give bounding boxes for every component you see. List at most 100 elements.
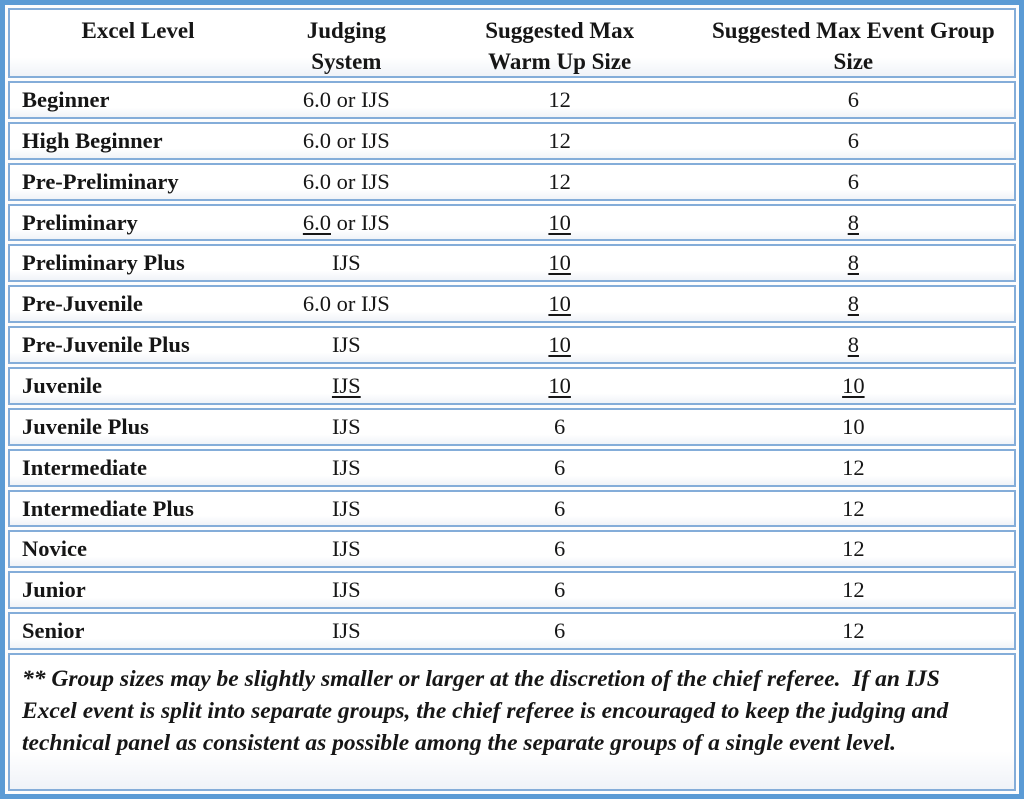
table-row: Juvenile Plus IJS 6 10: [8, 407, 1016, 446]
warm-up-size-text: 12: [548, 127, 571, 153]
table-row: Intermediate IJS 6 12: [8, 448, 1016, 487]
row-event-group-size-value: 6: [693, 169, 1014, 195]
row-judging-system-value: IJS: [266, 618, 427, 644]
table-row: Intermediate Plus IJS 6 12: [8, 489, 1016, 528]
table-row: Preliminary Plus IJS 10 8: [8, 244, 1016, 283]
warm-up-size-text: 10: [548, 332, 571, 358]
row-warm-up-size-value: 6: [427, 414, 693, 440]
table-header-row: Excel Level Judging System Suggested Max…: [8, 8, 1016, 78]
row-event-group-size-value: 8: [693, 332, 1014, 358]
warm-up-size-text: 10: [548, 250, 571, 276]
warm-up-size-text: 10: [548, 291, 571, 317]
column-header-event-group-size: Suggested Max Event Group Size: [712, 18, 995, 74]
judging-system-text: IJS: [331, 332, 361, 358]
row-level-label: Intermediate Plus: [22, 495, 194, 521]
row-warm-up-size-value: 12: [427, 169, 693, 195]
row-judging-system-value: IJS: [266, 536, 427, 562]
column-header-excel-level: Excel Level: [81, 18, 195, 43]
table-row: Novice IJS 6 12: [8, 530, 1016, 569]
row-level-label: Juvenile Plus: [22, 413, 149, 439]
footnote: ** Group sizes may be slightly smaller o…: [8, 653, 1016, 792]
row-judging-system-value: 6.0 or IJS: [266, 169, 427, 195]
event-group-size-text: 12: [842, 577, 865, 603]
row-warm-up-size-value: 10: [427, 250, 693, 276]
event-group-size-text: 8: [847, 209, 859, 235]
row-warm-up-size-value: 10: [427, 291, 693, 317]
row-event-group-size-value: 6: [693, 87, 1014, 113]
row-judging-system-value: IJS: [266, 414, 427, 440]
judging-system-text: IJS: [331, 413, 361, 439]
table-row: Junior IJS 6 12: [8, 571, 1016, 610]
judging-system-text: IJS: [331, 250, 361, 276]
judging-system-text: IJS: [331, 618, 361, 644]
row-event-group-size-value: 10: [693, 373, 1014, 399]
table-row: Pre-Preliminary 6.0 or IJS 12 6: [8, 162, 1016, 201]
row-warm-up-size-value: 6: [427, 536, 693, 562]
row-judging-system-value: IJS: [266, 455, 427, 481]
row-warm-up-size-value: 6: [427, 618, 693, 644]
event-group-size-text: 12: [842, 618, 865, 644]
row-judging-system-value: IJS: [266, 332, 427, 358]
table-row: Pre-Juvenile 6.0 or IJS 10 8: [8, 285, 1016, 324]
row-event-group-size-value: 8: [693, 291, 1014, 317]
row-warm-up-size-value: 6: [427, 577, 693, 603]
row-level-label: Juvenile: [22, 372, 103, 398]
warm-up-size-text: 6: [554, 495, 566, 521]
row-judging-system-value: IJS: [266, 373, 427, 399]
judging-system-text: 6.0: [302, 209, 331, 235]
event-group-size-text: 6: [847, 168, 859, 194]
event-group-size-text: 6: [847, 127, 859, 153]
judging-system-text: IJS: [331, 536, 361, 562]
row-event-group-size-value: 12: [693, 496, 1014, 522]
event-group-size-text: 10: [842, 372, 865, 398]
row-event-group-size-value: 8: [693, 210, 1014, 236]
event-group-size-text: 12: [842, 495, 865, 521]
judging-system-text: IJS: [331, 372, 361, 398]
warm-up-size-text: 6: [554, 454, 566, 480]
row-event-group-size-value: 12: [693, 618, 1014, 644]
judging-system-text: 6.0 or IJS: [302, 86, 390, 112]
row-judging-system-value: 6.0 or IJS: [266, 87, 427, 113]
judging-system-text: 6.0 or IJS: [302, 168, 390, 194]
event-group-size-text: 8: [847, 332, 859, 358]
judging-system-text: IJS: [331, 454, 361, 480]
judging-system-text: 6.0 or IJS: [302, 291, 390, 317]
table-row: Juvenile IJS 10 10: [8, 367, 1016, 405]
event-group-size-text: 10: [842, 413, 865, 439]
warm-up-size-text: 6: [554, 577, 566, 603]
row-judging-system-value: IJS: [266, 577, 427, 603]
row-judging-system-value: IJS: [266, 250, 427, 276]
row-warm-up-size-value: 10: [427, 373, 693, 399]
row-warm-up-size-value: 6: [427, 455, 693, 481]
judging-system-text: IJS: [331, 577, 361, 603]
row-warm-up-size-value: 12: [427, 87, 693, 113]
warm-up-size-text: 6: [554, 536, 566, 562]
table-row: Senior IJS 6 12: [8, 612, 1016, 651]
row-level-label: Intermediate: [22, 454, 147, 480]
row-warm-up-size-value: 10: [427, 332, 693, 358]
judging-system-text: IJS: [331, 495, 361, 521]
row-level-label: Novice: [22, 536, 87, 562]
row-level-label: Senior: [22, 618, 85, 644]
warm-up-size-text: 10: [548, 209, 571, 235]
row-event-group-size-value: 12: [693, 536, 1014, 562]
row-level-label: Pre-Juvenile: [22, 291, 143, 317]
event-group-size-text: 6: [847, 86, 859, 112]
event-group-size-text: 8: [847, 291, 859, 317]
table-row: Beginner 6.0 or IJS 12 6: [8, 81, 1016, 119]
row-event-group-size-value: 10: [693, 414, 1014, 440]
row-warm-up-size-value: 6: [427, 496, 693, 522]
judging-system-text: or IJS: [331, 209, 390, 235]
row-level-label: Pre-Preliminary: [22, 168, 179, 194]
row-event-group-size-value: 12: [693, 577, 1014, 603]
warm-up-size-text: 12: [548, 86, 571, 112]
row-level-label: Preliminary: [22, 209, 138, 235]
warm-up-size-text: 10: [548, 372, 571, 398]
row-judging-system-value: 6.0 or IJS: [266, 291, 427, 317]
row-judging-system-value: 6.0 or IJS: [266, 128, 427, 154]
row-level-label: Pre-Juvenile Plus: [22, 332, 190, 358]
warm-up-size-text: 6: [554, 618, 566, 644]
warm-up-size-text: 12: [548, 168, 571, 194]
row-warm-up-size-value: 10: [427, 210, 693, 236]
